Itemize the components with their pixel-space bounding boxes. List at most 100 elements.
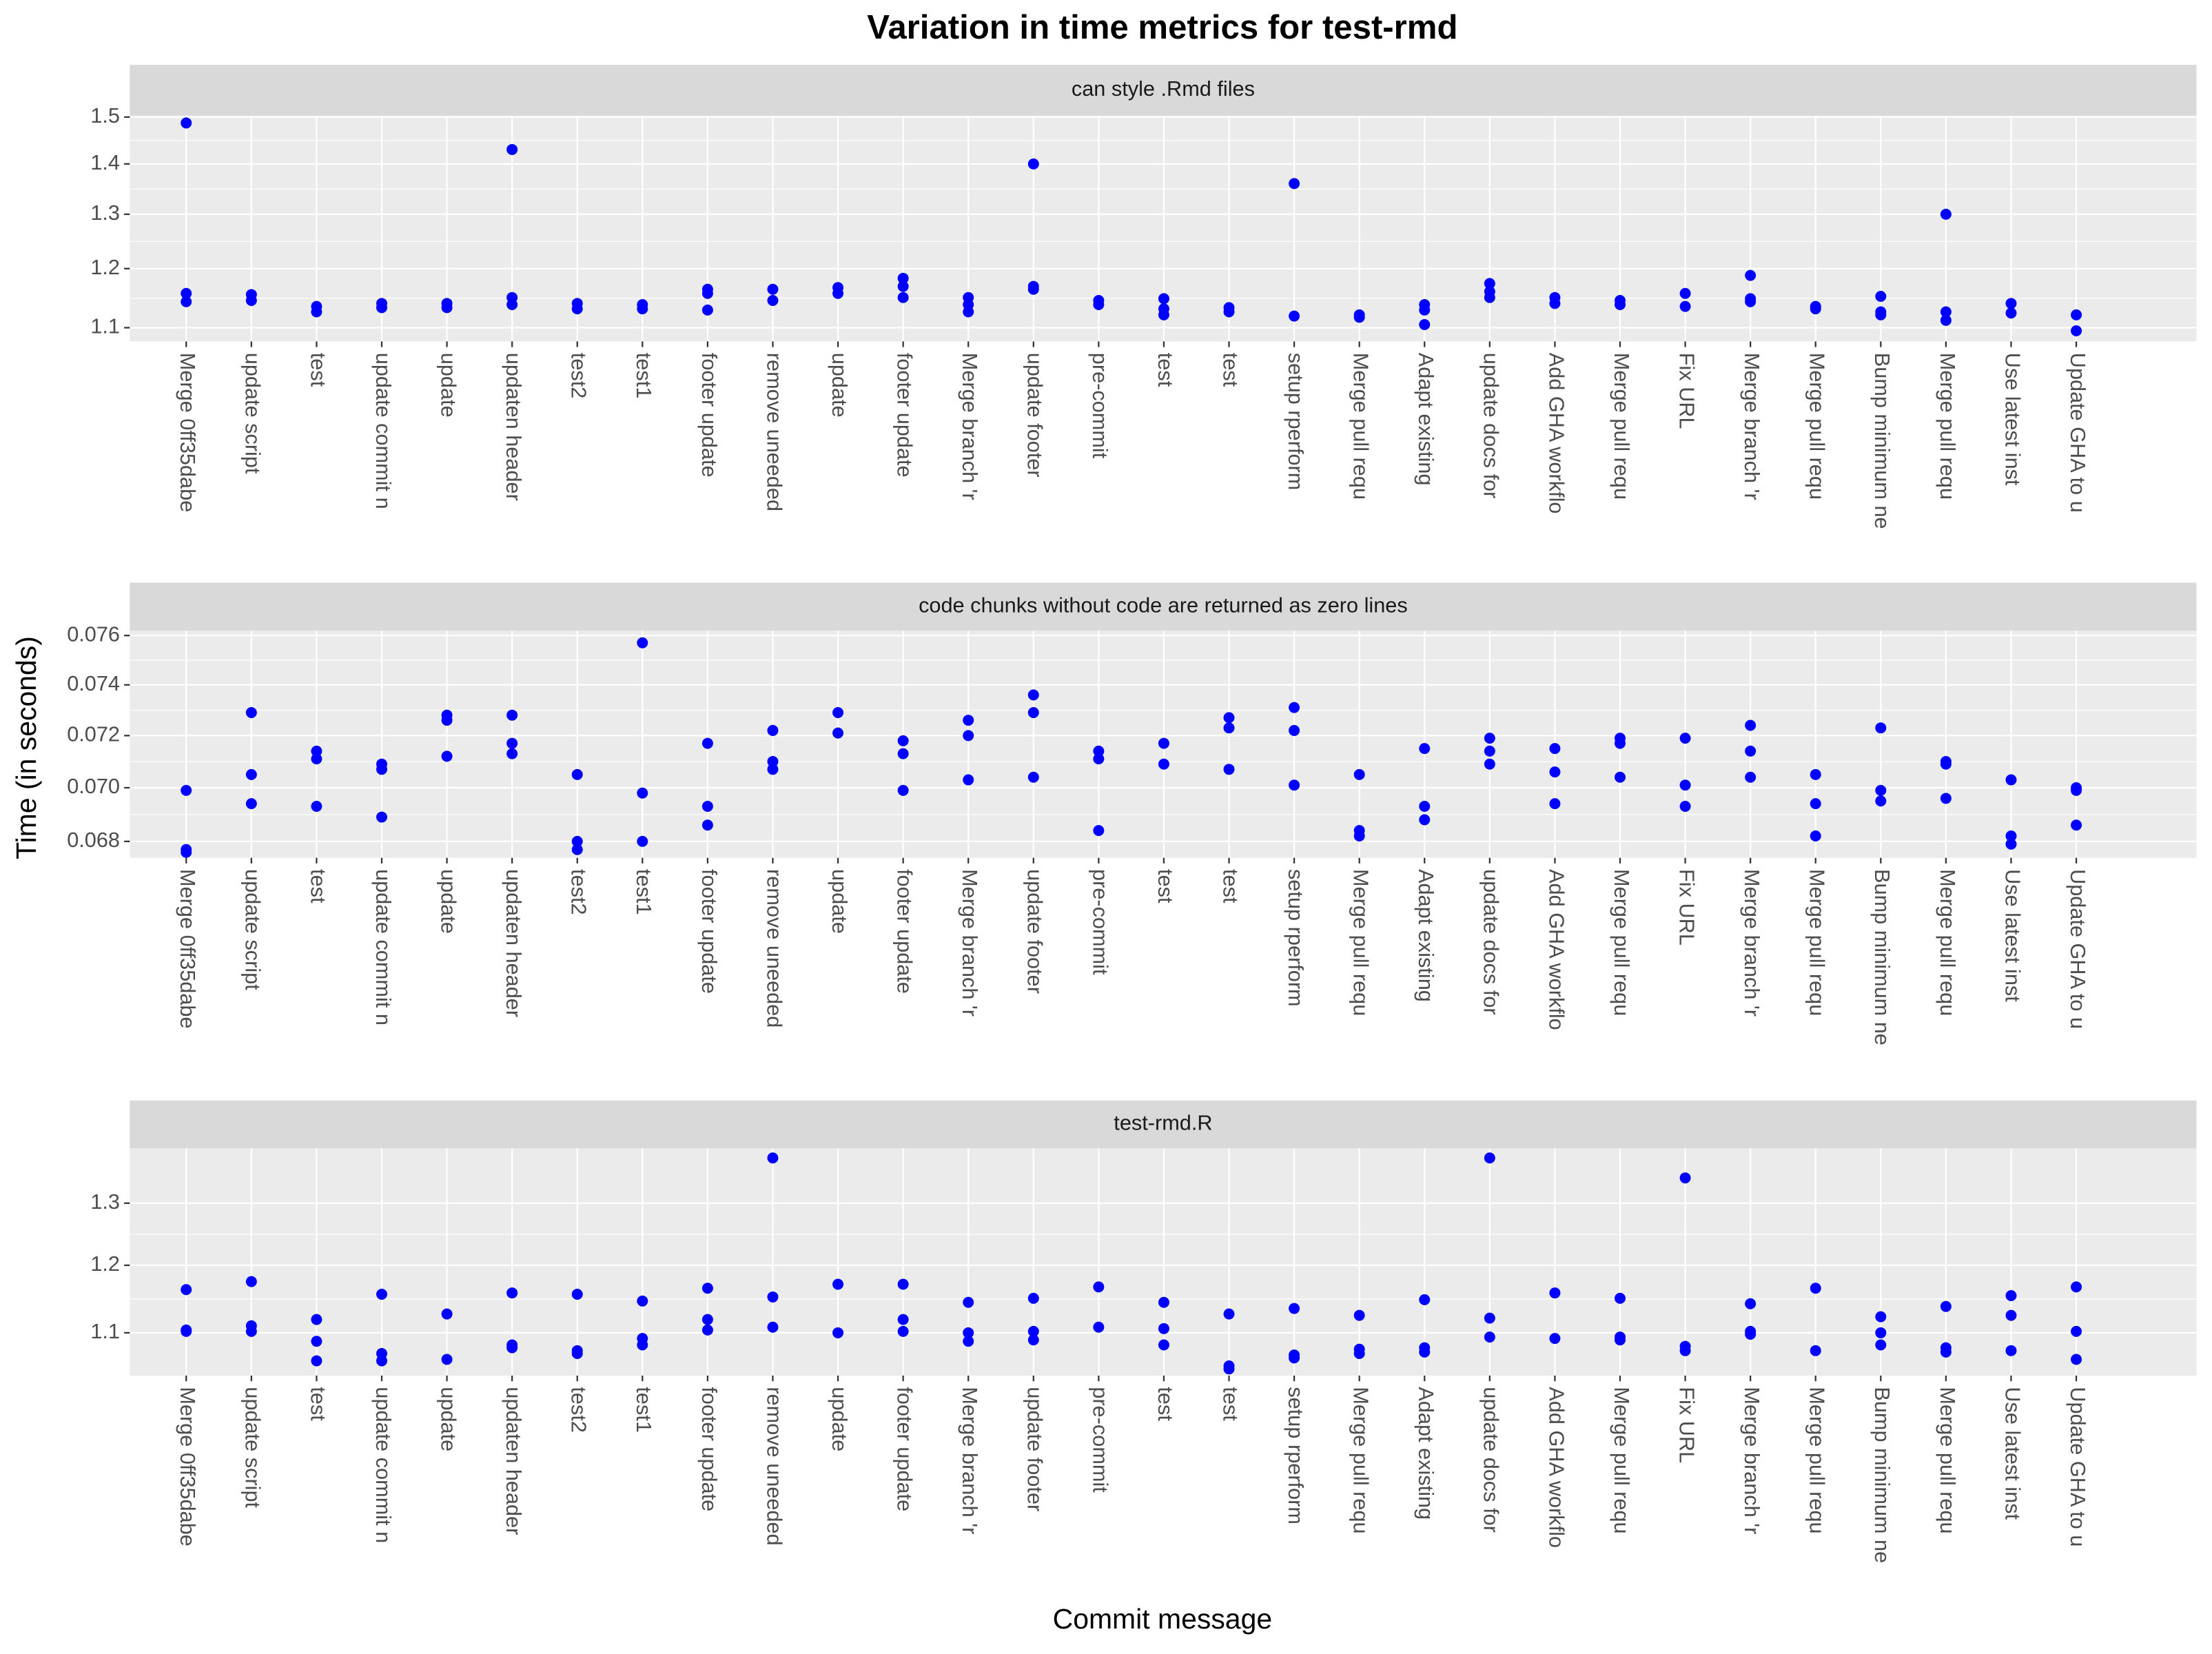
y-tick-label: 0.074	[67, 671, 120, 695]
point	[1223, 712, 1235, 724]
point	[1093, 1321, 1105, 1333]
point	[1158, 737, 1169, 749]
point	[2005, 830, 2017, 841]
point	[1745, 1298, 1757, 1309]
point	[1745, 1328, 1757, 1340]
x-tick-label: setup rperform	[1284, 1387, 1308, 1524]
point	[181, 117, 192, 129]
point	[181, 1284, 192, 1296]
x-tick-label: update footer	[1023, 1387, 1047, 1511]
point	[767, 1291, 779, 1303]
x-tick-label: footer update	[697, 353, 721, 478]
point	[1940, 793, 1952, 804]
point	[1810, 303, 1821, 315]
point	[1549, 798, 1561, 810]
point	[1679, 1172, 1691, 1184]
point	[311, 306, 322, 318]
y-tick-label: 0.072	[67, 722, 120, 746]
x-tick-label: update script	[241, 353, 265, 474]
point	[1615, 299, 1626, 311]
y-tick-label: 1.2	[90, 1252, 120, 1276]
point	[1810, 768, 1821, 780]
y-tick-label: 1.4	[90, 150, 120, 174]
point	[441, 1354, 453, 1365]
x-tick-label: Merge branch 'r	[958, 1387, 982, 1534]
point	[245, 295, 257, 306]
y-axis-label: Time (in seconds)	[10, 636, 42, 859]
point	[1679, 287, 1691, 299]
x-tick-label: footer update	[697, 1387, 721, 1511]
point	[376, 1289, 387, 1300]
point	[1419, 1346, 1431, 1358]
strip	[130, 1100, 2197, 1149]
x-tick-label: update	[828, 1387, 852, 1451]
y-tick-label: 1.3	[90, 201, 120, 225]
x-tick-label: Merge pull requ	[1936, 353, 1960, 500]
point	[2071, 1281, 2082, 1293]
y-tick-label: 1.1	[90, 314, 120, 338]
point	[181, 296, 192, 307]
point	[897, 1314, 909, 1325]
point	[1615, 737, 1626, 749]
x-tick-label: Update GHA to u	[2066, 869, 2090, 1029]
point	[1484, 1152, 1495, 1164]
point	[1549, 743, 1561, 755]
point	[2005, 1309, 2017, 1321]
point	[637, 303, 648, 315]
point	[702, 287, 713, 299]
point	[245, 1325, 257, 1337]
point	[1027, 283, 1039, 295]
y-tick-label: 1.3	[90, 1190, 120, 1214]
point	[1419, 743, 1431, 755]
strip	[130, 65, 2197, 116]
point	[963, 306, 974, 318]
point	[1484, 745, 1495, 757]
point	[1027, 771, 1039, 783]
x-tick-label: setup rperform	[1284, 869, 1308, 1007]
x-tick-label: update commit n	[371, 1387, 396, 1543]
point	[311, 1336, 322, 1347]
x-tick-label: footer update	[893, 353, 917, 478]
point	[832, 1327, 844, 1338]
point	[1419, 319, 1431, 331]
point	[897, 280, 909, 292]
point	[897, 272, 909, 284]
x-tick-label: update commit n	[371, 353, 396, 509]
point	[1289, 178, 1300, 190]
point	[1875, 291, 1887, 302]
x-tick-label: update docs for	[1479, 353, 1504, 499]
x-tick-label: Merge pull requ	[1610, 1387, 1634, 1533]
point	[1549, 1287, 1561, 1299]
point	[506, 1287, 518, 1299]
point	[767, 764, 779, 775]
x-tick-label: Add GHA workflo	[1544, 353, 1568, 514]
point	[571, 303, 583, 315]
point	[1940, 758, 1952, 770]
point	[1875, 722, 1887, 734]
x-tick-label: Merge branch 'r	[1740, 353, 1764, 500]
point	[1158, 293, 1169, 305]
x-tick-label: remove uneeded	[762, 1387, 786, 1545]
point	[181, 784, 192, 796]
x-tick-label: update footer	[1023, 353, 1047, 478]
point	[963, 1296, 974, 1308]
point	[2071, 309, 2082, 320]
x-tick-label: Merge pull requ	[1610, 869, 1634, 1016]
point	[1484, 1312, 1495, 1324]
x-tick-label: Merge pull requ	[1936, 1387, 1960, 1533]
point	[311, 745, 322, 757]
point	[702, 737, 713, 749]
point	[1093, 1281, 1105, 1293]
point	[506, 709, 518, 721]
point	[2005, 1345, 2017, 1356]
x-tick-label: update	[436, 353, 460, 418]
point	[506, 1342, 518, 1354]
point	[1419, 814, 1431, 826]
x-tick-label: Bump minimum ne	[1870, 869, 1894, 1045]
point	[1158, 1339, 1169, 1351]
point	[963, 774, 974, 786]
x-tick-label: Merge pull requ	[1349, 353, 1373, 500]
point	[181, 1325, 192, 1337]
x-tick-label: update	[436, 1387, 460, 1451]
point	[637, 835, 648, 847]
